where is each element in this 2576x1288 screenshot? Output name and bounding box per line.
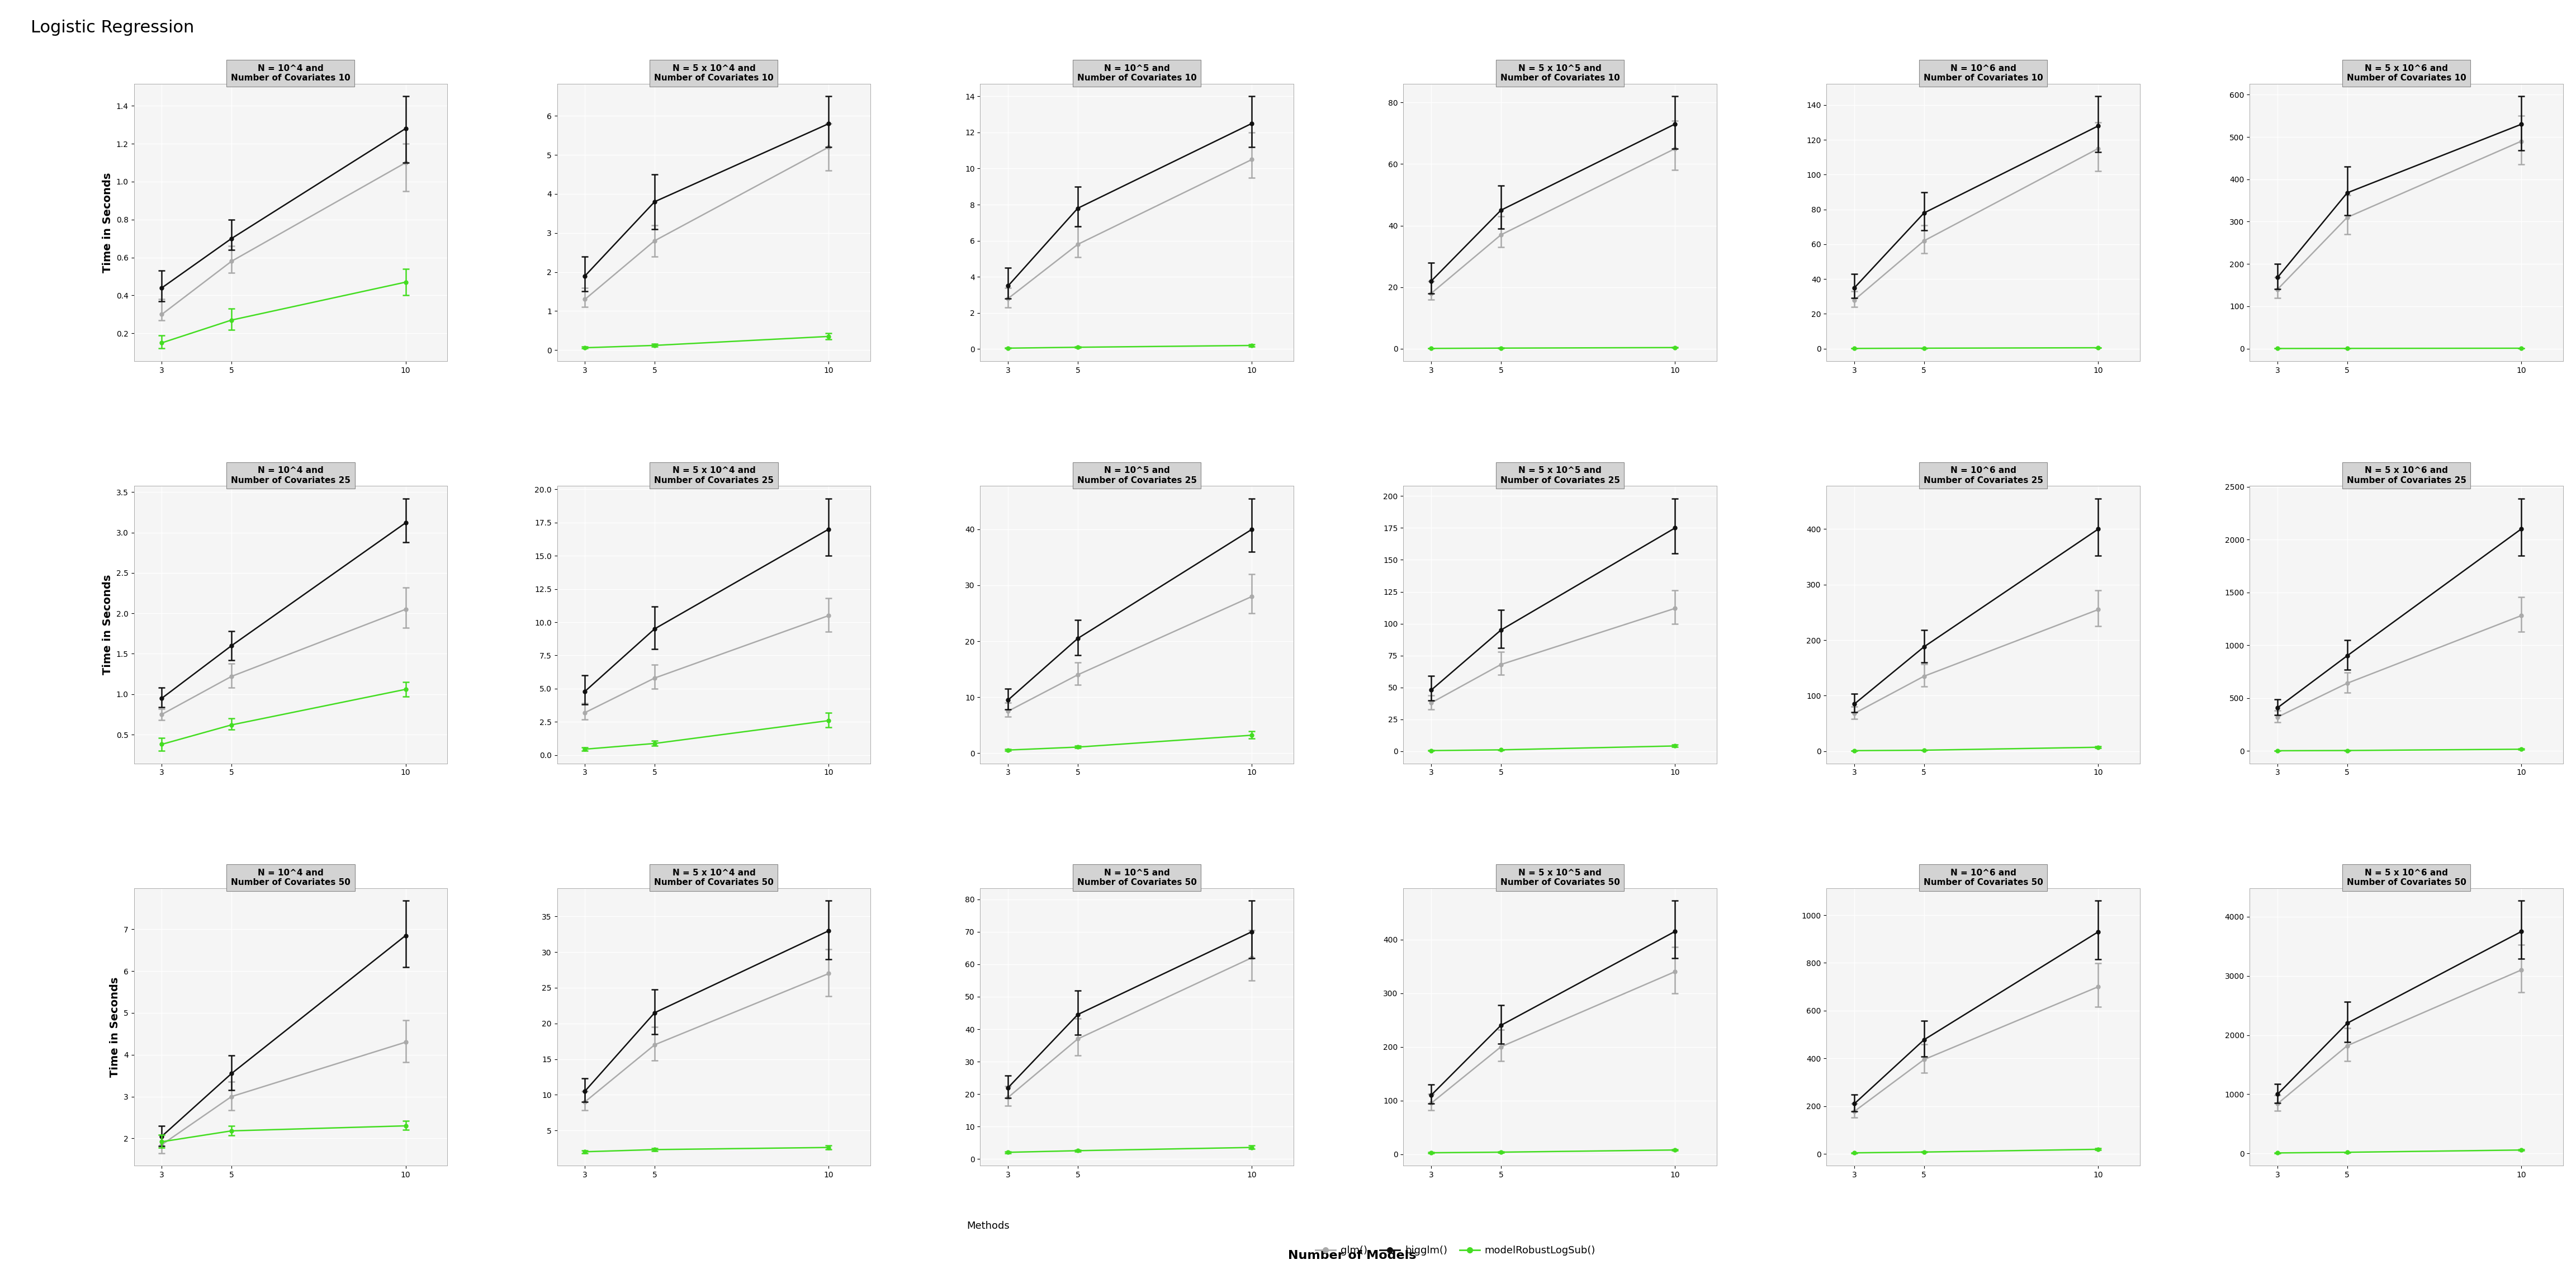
Title: N = 5 x 10^6 and
Number of Covariates 25: N = 5 x 10^6 and Number of Covariates 25 bbox=[2347, 466, 2465, 484]
Title: N = 10^5 and
Number of Covariates 25: N = 10^5 and Number of Covariates 25 bbox=[1077, 466, 1198, 484]
Title: N = 10^6 and
Number of Covariates 10: N = 10^6 and Number of Covariates 10 bbox=[1924, 64, 2043, 82]
Text: Logistic Regression: Logistic Regression bbox=[31, 19, 193, 36]
Title: N = 5 x 10^6 and
Number of Covariates 50: N = 5 x 10^6 and Number of Covariates 50 bbox=[2347, 868, 2465, 887]
Title: N = 10^5 and
Number of Covariates 50: N = 10^5 and Number of Covariates 50 bbox=[1077, 868, 1198, 887]
Text: Methods: Methods bbox=[966, 1221, 1010, 1231]
Title: N = 5 x 10^4 and
Number of Covariates 50: N = 5 x 10^4 and Number of Covariates 50 bbox=[654, 868, 773, 887]
Title: N = 10^4 and
Number of Covariates 50: N = 10^4 and Number of Covariates 50 bbox=[232, 868, 350, 887]
Title: N = 10^6 and
Number of Covariates 50: N = 10^6 and Number of Covariates 50 bbox=[1924, 868, 2043, 887]
Title: N = 5 x 10^6 and
Number of Covariates 10: N = 5 x 10^6 and Number of Covariates 10 bbox=[2347, 64, 2465, 82]
Y-axis label: Time in Seconds: Time in Seconds bbox=[103, 574, 113, 675]
Title: N = 5 x 10^5 and
Number of Covariates 10: N = 5 x 10^5 and Number of Covariates 10 bbox=[1499, 64, 1620, 82]
Title: N = 5 x 10^5 and
Number of Covariates 25: N = 5 x 10^5 and Number of Covariates 25 bbox=[1499, 466, 1620, 484]
Legend: glm(), bigglm(), modelRobustLogSub(): glm(), bigglm(), modelRobustLogSub() bbox=[1311, 1242, 1600, 1260]
Title: N = 10^6 and
Number of Covariates 25: N = 10^6 and Number of Covariates 25 bbox=[1924, 466, 2043, 484]
Title: N = 10^5 and
Number of Covariates 10: N = 10^5 and Number of Covariates 10 bbox=[1077, 64, 1198, 82]
Title: N = 5 x 10^5 and
Number of Covariates 50: N = 5 x 10^5 and Number of Covariates 50 bbox=[1499, 868, 1620, 887]
Title: N = 10^4 and
Number of Covariates 25: N = 10^4 and Number of Covariates 25 bbox=[232, 466, 350, 484]
Y-axis label: Time in Seconds: Time in Seconds bbox=[111, 976, 121, 1077]
Title: N = 10^4 and
Number of Covariates 10: N = 10^4 and Number of Covariates 10 bbox=[232, 64, 350, 82]
Title: N = 5 x 10^4 and
Number of Covariates 10: N = 5 x 10^4 and Number of Covariates 10 bbox=[654, 64, 773, 82]
Y-axis label: Time in Seconds: Time in Seconds bbox=[103, 173, 113, 273]
Title: N = 5 x 10^4 and
Number of Covariates 25: N = 5 x 10^4 and Number of Covariates 25 bbox=[654, 466, 773, 484]
Text: Number of Models: Number of Models bbox=[1288, 1251, 1417, 1261]
